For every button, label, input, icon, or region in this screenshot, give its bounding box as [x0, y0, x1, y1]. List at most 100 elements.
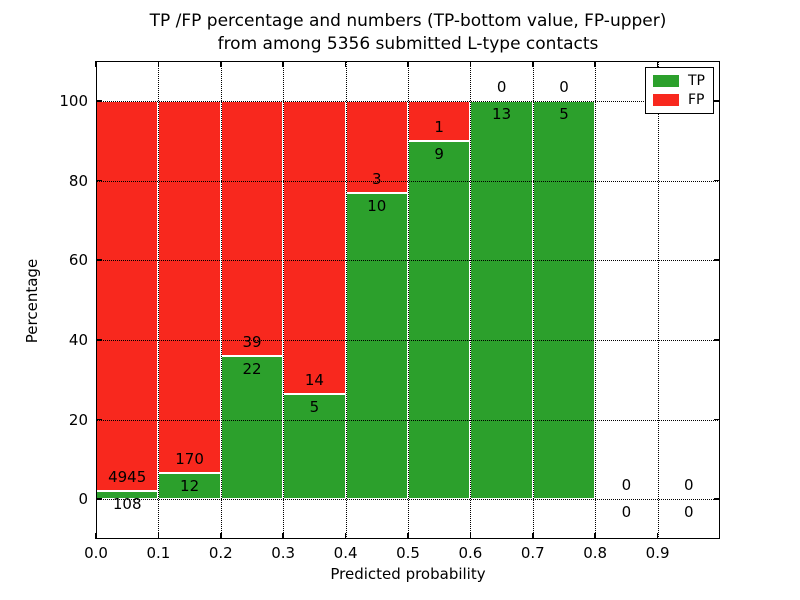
x-tick-label-0.8: 0.8 — [583, 544, 608, 562]
fp-swatch-icon — [653, 93, 679, 106]
fp-count-bin5: 1 — [434, 117, 444, 136]
bar-fp-bin5 — [408, 100, 471, 141]
gridline-x-0.1 — [158, 61, 160, 539]
y-tick-label-20: 20 — [68, 410, 88, 429]
x-tick-top-0.8 — [594, 61, 596, 67]
y-tick-label-40: 40 — [68, 330, 88, 349]
x-tick-top-0.2 — [220, 61, 222, 67]
y-tick-right-0 — [714, 498, 720, 500]
gridline-x-0.4 — [345, 61, 347, 539]
x-tick-label-0.3: 0.3 — [271, 544, 296, 562]
fp-count-bin3: 14 — [304, 371, 324, 390]
tp-count-bin6: 13 — [492, 104, 512, 123]
gridline-x-0.2 — [220, 61, 222, 539]
gridline-x-0.8 — [595, 61, 597, 539]
x-tick-label-0.9: 0.9 — [645, 544, 670, 562]
bar-tp-bin3 — [283, 394, 346, 500]
tp-count-bin0: 108 — [112, 494, 142, 513]
plot-area: 4945 108 170 12 39 22 14 5 3 10 1 9 0 13 0 5 0 0 0 0 — [95, 61, 720, 539]
gridline-x-0.5 — [408, 61, 409, 539]
x-tick-top-0.7 — [532, 61, 534, 67]
y-tick-left-60 — [96, 259, 102, 261]
x-tick-top-0.1 — [157, 61, 160, 67]
x-tick-top-0 — [95, 61, 97, 67]
fp-count-bin7: 0 — [559, 77, 569, 96]
x-axis-label: Predicted probability — [330, 565, 486, 583]
y-tick-label-100: 100 — [59, 91, 88, 110]
chart-title: TP /FP percentage and numbers (TP-bottom… — [96, 10, 720, 56]
x-tick-bottom-0.2 — [220, 533, 222, 539]
y-axis-label: Percentage — [23, 258, 41, 344]
y-tick-right-80 — [714, 179, 720, 182]
bars-layer — [96, 61, 720, 539]
y-tick-label-0: 0 — [78, 490, 88, 509]
tp-count-bin7: 5 — [559, 104, 569, 123]
legend-entry-tp: TP — [653, 74, 706, 88]
x-tick-bottom-0.8 — [594, 533, 596, 539]
tp-count-bin8: 0 — [621, 503, 632, 522]
x-tick-top-0.6 — [469, 61, 472, 67]
tp-count-bin2: 22 — [242, 359, 262, 378]
fp-count-bin6: 0 — [496, 77, 507, 96]
y-tick-left-40 — [96, 339, 102, 341]
y-tick-label-60: 60 — [68, 251, 88, 270]
x-tick-label-0.6: 0.6 — [458, 544, 483, 562]
chart-title-line1: TP /FP percentage and numbers (TP-bottom… — [149, 11, 667, 31]
legend-label-tp: TP — [688, 73, 705, 90]
legend-label-fp: FP — [688, 91, 705, 108]
x-tick-top-0.4 — [344, 61, 347, 67]
bar-fp-bin0 — [96, 100, 159, 491]
x-tick-label-0.5: 0.5 — [396, 544, 420, 562]
fp-count-bin2: 39 — [242, 332, 262, 351]
y-tick-right-100 — [714, 100, 720, 102]
tp-count-bin1: 12 — [180, 476, 200, 495]
gridline-x-0.7 — [532, 61, 534, 539]
fp-count-bin0: 4945 — [108, 467, 147, 486]
x-tick-bottom-0.3 — [282, 533, 284, 539]
grid-layer — [96, 61, 720, 539]
fp-count-bin1: 170 — [175, 449, 204, 468]
x-tick-label-0.7: 0.7 — [520, 544, 545, 562]
fp-count-bin4: 3 — [372, 169, 382, 188]
y-tick-left-0 — [96, 498, 102, 500]
x-tick-bottom-0.5 — [407, 533, 409, 539]
y-tick-label-80: 80 — [68, 171, 88, 190]
bar-fp-bin4 — [345, 100, 408, 193]
x-tick-bottom-0.9 — [656, 533, 659, 539]
bar-tp-bin7 — [532, 100, 596, 500]
y-tick-left-20 — [96, 418, 102, 421]
fp-count-bin8: 0 — [621, 476, 632, 495]
y-tick-right-60 — [714, 259, 720, 261]
tp-count-bin3: 5 — [309, 398, 320, 417]
y-tick-right-20 — [714, 418, 720, 421]
y-tick-right-40 — [714, 339, 720, 341]
x-tick-label-0.1: 0.1 — [146, 544, 171, 562]
bar-tp-bin4 — [345, 192, 408, 500]
bar-value-labels-layer: 4945 108 170 12 39 22 14 5 3 10 1 9 0 13 0 5 0 0 0 0 — [96, 61, 720, 539]
legend: TP FP — [645, 67, 714, 114]
tp-swatch-icon — [653, 75, 679, 88]
bar-tp-bin2 — [220, 355, 284, 500]
x-tick-bottom-0.4 — [344, 533, 347, 539]
x-tick-label-0.2: 0.2 — [208, 544, 233, 562]
x-tick-top-0.5 — [407, 61, 409, 67]
x-tick-label-0.4: 0.4 — [333, 544, 358, 562]
x-tick-label-0: 0.0 — [84, 544, 108, 562]
tp-count-bin9: 0 — [684, 503, 694, 522]
bar-tp-bin6 — [470, 100, 533, 500]
tp-count-bin5: 9 — [434, 144, 444, 163]
chart-title-line2: from among 5356 submitted L-type contact… — [217, 34, 599, 54]
x-tick-bottom-0.1 — [157, 533, 160, 539]
gridline-x-0.3 — [283, 61, 285, 539]
x-tick-bottom-0.6 — [469, 533, 472, 539]
legend-entry-fp: FP — [653, 93, 706, 107]
bar-tp-bin5 — [408, 140, 471, 500]
bar-fp-bin2 — [220, 100, 284, 356]
bar-fp-bin1 — [158, 100, 221, 473]
gridline-x-0.6 — [470, 61, 472, 539]
tick-marks-layer — [95, 61, 720, 539]
gridline-x-0.9 — [657, 61, 659, 539]
bar-fp-bin3 — [283, 100, 346, 395]
y-tick-left-80 — [96, 179, 102, 182]
tp-count-bin4: 10 — [367, 196, 387, 215]
